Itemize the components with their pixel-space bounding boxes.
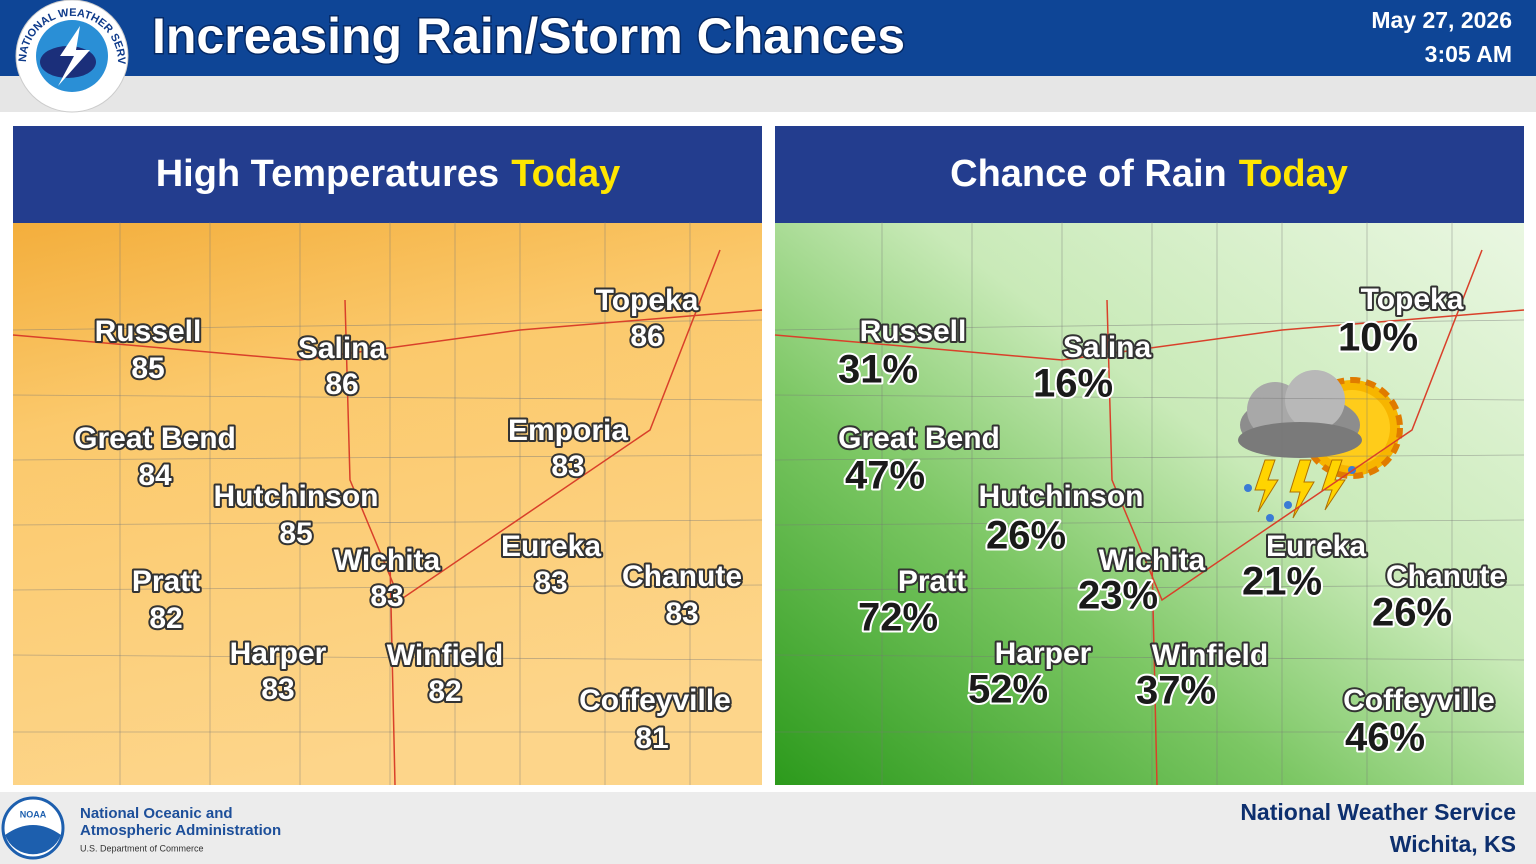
rain-chance: 16% [1033,362,1113,406]
city-name: Wichita [334,544,441,577]
org-line: Atmospheric Administration [80,822,281,839]
high-temperature: 82 [149,602,182,635]
city-name: Pratt [898,565,966,598]
city-name: Winfield [387,639,503,672]
county-line [774,584,1525,591]
county-line [774,319,1525,331]
high-temperature: 81 [635,722,668,755]
city-name: Wichita [1099,544,1206,577]
rain-chance: 21% [1242,560,1322,604]
rain-chance: 72% [858,596,938,640]
city-name: Great Bend [74,422,236,455]
department: U.S. Department of Commerce [80,843,204,853]
county-line [774,394,1525,401]
office: National Weather Service [1240,799,1516,825]
high-temperature: 84 [138,459,172,492]
footer-bar [0,792,1536,864]
city-name: Salina [298,332,387,365]
high-temperature: 83 [551,450,584,483]
county-line [774,454,1525,461]
rain-map [775,222,1524,785]
panel-title-bar [13,126,762,223]
rain-chance: 26% [986,514,1066,558]
highway [389,559,396,786]
highway [344,249,721,602]
city-name: Chanute [622,560,742,593]
panel-title: High Temperatures Today [156,153,621,195]
time: 3:05 AM [1425,41,1512,67]
city-name: Salina [1063,331,1152,364]
high-temperature: 85 [131,352,164,385]
high-temperature: 83 [534,566,567,599]
county-line [12,319,763,331]
temperature-map [13,222,762,785]
org-line: National Oceanic and [80,805,233,822]
noaa-text: NOAA [20,809,47,819]
panel-title-highlight: Today [1239,153,1348,195]
rain-chance: 47% [845,454,925,498]
panel-title-bar [775,126,1524,223]
city-name: Harper [230,637,327,670]
rain-chance: 31% [838,348,918,392]
high-temperature: 85 [279,517,312,550]
panel-title-highlight: Today [511,153,620,195]
city-name: Eureka [1266,530,1366,563]
page-title: Increasing Rain/Storm Chances [152,8,905,64]
noaa-logo: NOAA [1,796,65,860]
highway [774,309,1525,361]
city-name: Winfield [1152,639,1268,672]
city-name: Hutchinson [979,480,1144,513]
city-name: Russell [860,315,967,348]
rain-chance: 23% [1078,574,1158,618]
city-name: Topeka [596,284,699,317]
city-name: Coffeyville [1343,684,1495,717]
panel-title: Chance of Rain Today [950,153,1348,195]
county-line [12,394,763,401]
highway [1106,249,1483,602]
high-temperature: 83 [370,580,403,613]
city-name: Hutchinson [214,480,379,513]
rain-chance: 46% [1345,716,1425,760]
county-line [774,519,1525,526]
city-name: Russell [95,315,202,348]
panel-title-main: High Temperatures [156,153,499,195]
city-name: Pratt [132,565,200,598]
county-line [12,584,763,591]
temperature-panel: High Temperatures Today Russell85Salina86… [12,126,763,786]
high-temperature: 83 [665,597,698,630]
date: May 27, 2026 [1371,7,1512,33]
rain-chance: 10% [1338,316,1418,360]
city-name: Coffeyville [579,684,731,717]
city-name: Emporia [508,414,628,447]
rain-chance: 52% [968,668,1048,712]
location: Wichita, KS [1390,831,1516,857]
high-temperature: 82 [428,675,461,708]
county-line [12,519,763,526]
high-temperature: 86 [325,368,358,401]
highway [1151,559,1158,786]
highway [12,309,763,361]
city-name: Harper [995,637,1092,670]
county-line [12,654,763,661]
county-line [12,454,763,461]
high-temperature: 86 [630,320,663,353]
city-name: Chanute [1386,560,1506,593]
rain-chance: 37% [1136,669,1216,713]
high-temperature: 83 [261,673,294,706]
city-name: Eureka [501,530,601,563]
header-bar [0,0,1536,76]
panel-title-main: Chance of Rain [950,153,1227,195]
rain-chance: 26% [1372,591,1452,635]
storm-icon [1238,370,1403,522]
nws-logo: NATIONAL WEATHER SERVICE [0,0,129,113]
city-name: Topeka [1361,283,1464,316]
county-line [774,654,1525,661]
city-name: Great Bend [838,422,1000,455]
